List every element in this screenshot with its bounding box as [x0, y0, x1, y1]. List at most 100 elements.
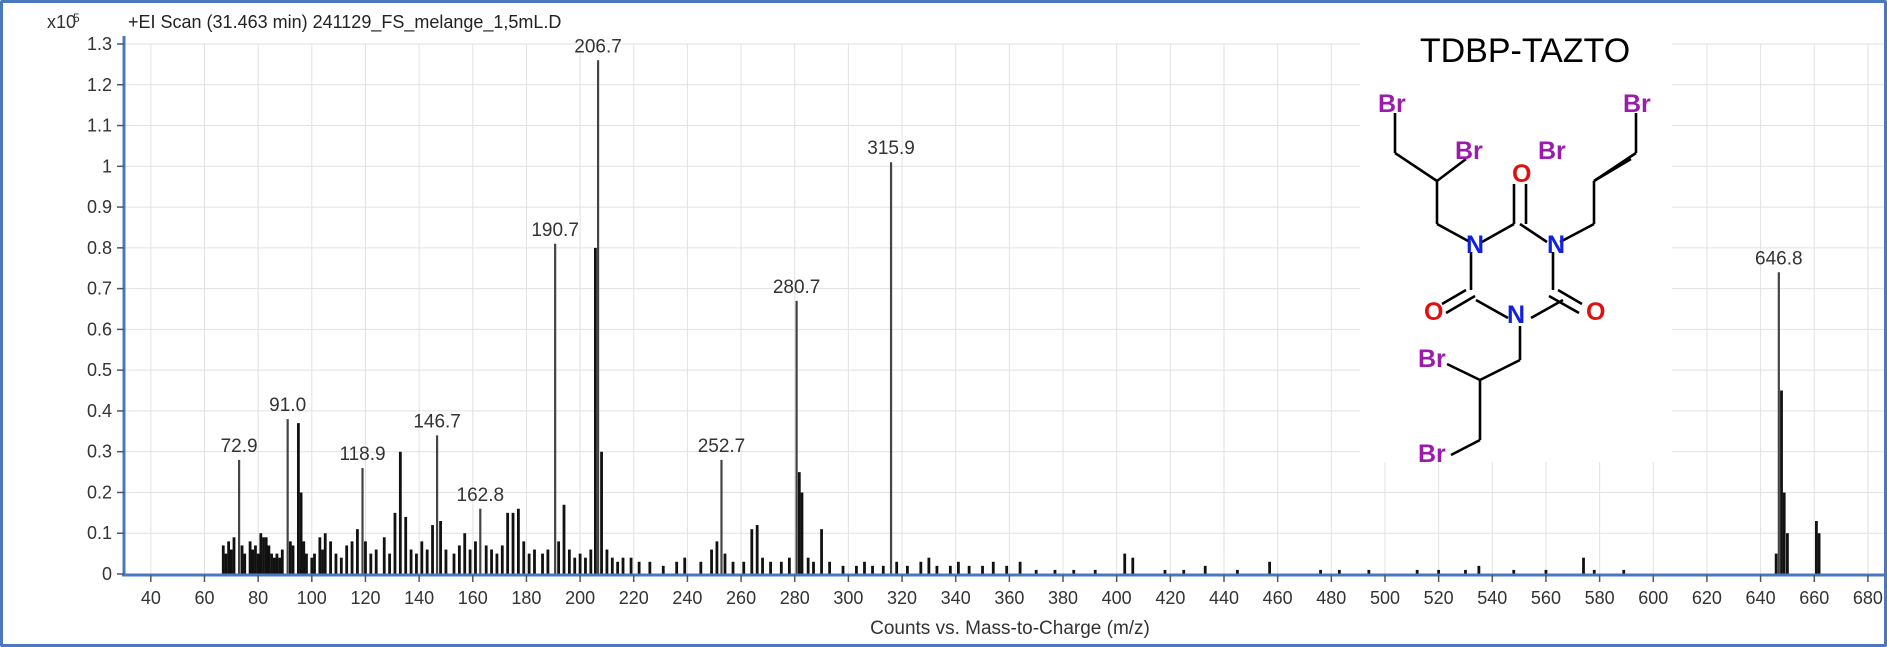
- peak-label: 315.9: [867, 138, 915, 159]
- molecule-bonds: [1393, 113, 1638, 457]
- chart-title: +EI Scan (31.463 min) 241129_FS_melange_…: [128, 12, 561, 33]
- peak-label: 118.9: [339, 444, 385, 465]
- bromine-atom: Br: [1538, 137, 1566, 165]
- x-tick-label: 60: [194, 588, 214, 608]
- bromine-atom: Br: [1418, 345, 1446, 373]
- molecule-bond: [1548, 294, 1580, 315]
- molecule-bond: [1559, 222, 1595, 244]
- x-tick-label: 460: [1263, 588, 1293, 608]
- x-tick-label: 120: [350, 588, 380, 608]
- oxygen-atom: O: [1512, 160, 1531, 188]
- x-tick-label: 540: [1477, 588, 1507, 608]
- x-tick-label: 360: [994, 588, 1024, 608]
- x-tick-label: 440: [1209, 588, 1239, 608]
- molecule-bond: [1436, 157, 1467, 183]
- x-tick-label: 580: [1585, 588, 1615, 608]
- x-tick-label: 300: [833, 588, 863, 608]
- x-tick-label: 380: [1048, 588, 1078, 608]
- molecule-bond: [1441, 288, 1467, 306]
- peak-label: 146.7: [413, 411, 461, 432]
- y-multiplier: x10: [47, 12, 76, 32]
- bromine-atom: Br: [1623, 90, 1651, 118]
- x-tick-label: 140: [404, 588, 434, 608]
- x-tick-label: 320: [887, 588, 917, 608]
- y-tick-label: 1.3: [87, 34, 112, 54]
- oxygen-atom: O: [1586, 298, 1605, 326]
- y-tick-label: 0.9: [87, 197, 112, 217]
- x-tick-label: 40: [141, 588, 161, 608]
- y-tick-label: 0.5: [87, 360, 112, 380]
- x-tick-label: 660: [1799, 588, 1829, 608]
- x-tick-label: 280: [780, 588, 810, 608]
- molecule-bond: [1445, 294, 1476, 315]
- bromine-atom: Br: [1418, 440, 1446, 468]
- y-tick-label: 0.3: [87, 442, 112, 462]
- x-tick-label: 620: [1692, 588, 1722, 608]
- molecule-bond: [1519, 222, 1548, 244]
- peak-label: 252.7: [698, 436, 746, 457]
- peak-label: 162.8: [457, 485, 505, 506]
- bromine-atom: Br: [1455, 137, 1483, 165]
- molecule-bond: [1450, 438, 1481, 457]
- peaks-layer: [221, 60, 1821, 574]
- molecule-bond: [1475, 298, 1509, 320]
- molecule-bond: [1446, 362, 1481, 382]
- y-tick-label: 0.1: [87, 523, 112, 543]
- x-tick-label: 500: [1370, 588, 1400, 608]
- x-tick-label: 100: [297, 588, 327, 608]
- x-tick-label: 340: [941, 588, 971, 608]
- nitrogen-atom: N: [1547, 231, 1565, 259]
- x-tick-label: 240: [672, 588, 702, 608]
- molecule-bond: [1394, 151, 1438, 183]
- x-tick-label: 520: [1424, 588, 1454, 608]
- y-tick-label: 0.6: [87, 319, 112, 339]
- y-tick-label: 0.8: [87, 238, 112, 258]
- peak-label: 91.0: [269, 395, 306, 416]
- nitrogen-atom: N: [1507, 301, 1525, 329]
- x-tick-label: 180: [511, 588, 541, 608]
- y-tick-label: 1.1: [87, 116, 112, 136]
- x-tick-label: 80: [248, 588, 268, 608]
- peak-label: 280.7: [773, 277, 821, 298]
- y-tick-label: 0.2: [87, 482, 112, 502]
- y-tick-label: 0: [102, 564, 112, 584]
- molecule-bond: [1593, 151, 1637, 183]
- x-tick-label: 200: [565, 588, 595, 608]
- molecule-name: TDBP-TAZTO: [1420, 32, 1630, 70]
- peak-label: 206.7: [574, 36, 622, 57]
- x-tick-label: 420: [1155, 588, 1185, 608]
- x-tick-labels: 40 60 80 100 120 140 160 180 200 220 240 260 280 300 3…: [141, 575, 1883, 608]
- x-tick-label: 400: [1102, 588, 1132, 608]
- x-tick-label: 260: [726, 588, 756, 608]
- nitrogen-atom: N: [1466, 231, 1484, 259]
- oxygen-atom: O: [1424, 298, 1443, 326]
- x-tick-label: 560: [1531, 588, 1561, 608]
- peak-label: 646.8: [1755, 248, 1803, 269]
- y-tick-label: 0.4: [87, 401, 112, 421]
- y-tick-labels: 0 0.1 0.2 0.3 0.4 0.5 0.6 0.7 0.8 0.9 1 1.1 1.2 1.3: [87, 34, 124, 584]
- x-tick-label: 160: [458, 588, 488, 608]
- x-axis-label: Counts vs. Mass-to-Charge (m/z): [870, 618, 1150, 639]
- x-tick-label: 220: [619, 588, 649, 608]
- molecule-bond: [1557, 288, 1583, 306]
- y-tick-label: 1.2: [87, 75, 112, 95]
- bromine-atom: Br: [1378, 90, 1406, 118]
- y-exponent: 5: [73, 11, 80, 25]
- y-tick-label: 1: [102, 156, 112, 176]
- molecule-bond: [1481, 222, 1515, 244]
- molecule-bond: [1479, 358, 1521, 382]
- molecule-inset-background: [1360, 22, 1672, 462]
- x-tick-label: 640: [1746, 588, 1776, 608]
- peak-label: 72.9: [221, 436, 258, 457]
- peak-label: 190.7: [531, 220, 579, 241]
- peak-labels: 72.9 91.0 118.9 146.7 162.8 190.7 206.7 252.7 28…: [221, 36, 1803, 505]
- y-tick-label: 0.7: [87, 279, 112, 299]
- molecule-bond: [1436, 222, 1471, 244]
- x-tick-label: 480: [1316, 588, 1346, 608]
- molecule-bond: [1530, 298, 1564, 320]
- x-tick-label: 680: [1853, 588, 1883, 608]
- x-tick-label: 600: [1638, 588, 1668, 608]
